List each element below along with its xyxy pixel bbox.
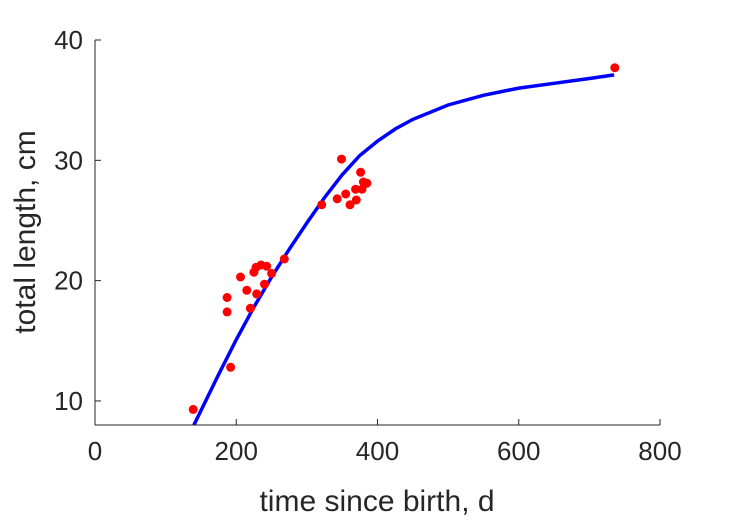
axes: 0 200 400 600 800 10 20 30 40 [54,25,682,466]
y-tick-label: 10 [54,386,83,416]
data-point [341,189,351,199]
x-tick-label: 200 [215,436,258,466]
data-point [356,167,366,177]
data-point [188,404,198,414]
data-point [317,200,327,210]
y-tick-label: 30 [54,145,83,175]
data-point [242,285,252,295]
x-tick-label: 400 [356,436,399,466]
data-point [357,184,367,194]
data-point [332,194,342,204]
data-point [267,268,277,278]
data-point [351,184,361,194]
data-point [236,272,245,282]
y-tick-label: 20 [54,266,83,296]
x-axis-label: time since birth, d [259,485,494,518]
data-point [279,254,289,264]
data-point [262,261,272,271]
plot-marks [188,63,620,425]
data-point [245,303,255,313]
x-tick-label: 600 [497,436,540,466]
x-tick-label: 0 [88,436,102,466]
data-point [351,195,361,205]
y-axis-label: total length, cm [9,130,42,333]
y-tick-label: 40 [54,25,83,55]
data-point [222,293,232,302]
data-point [610,63,620,73]
data-point [362,178,372,188]
data-point [260,279,269,289]
fit-curve [192,73,615,425]
data-point [345,200,355,210]
data-point [226,362,236,372]
x-tick-label: 800 [638,436,681,466]
data-point [337,154,346,164]
data-point [252,289,262,299]
data-point [222,307,232,317]
